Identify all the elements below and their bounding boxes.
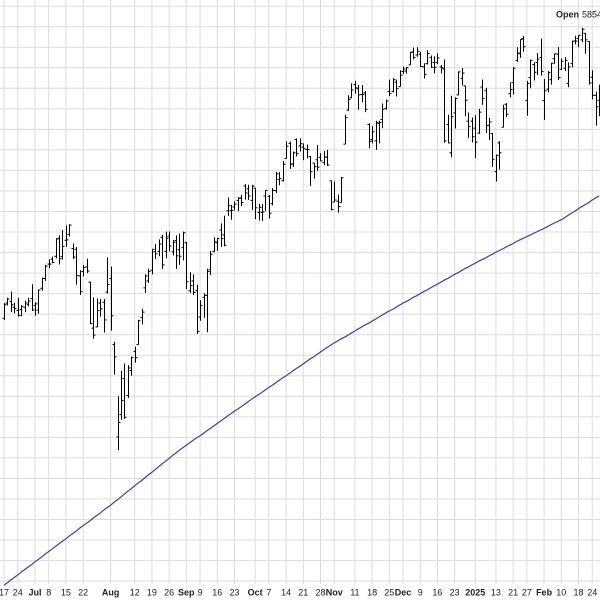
x-tick-label: 18 xyxy=(573,587,583,597)
x-tick-label: 11 xyxy=(350,587,359,597)
x-tick-label: 24 xyxy=(587,587,597,597)
x-tick-label: 27 xyxy=(522,587,532,597)
annotation-label: Open xyxy=(556,9,579,19)
x-tick-label: 13 xyxy=(491,587,501,597)
x-tick-label: 7 xyxy=(266,587,271,597)
grid xyxy=(0,0,600,584)
x-tick-label: 9 xyxy=(198,587,203,597)
x-tick-label: 19 xyxy=(147,587,157,597)
x-tick-label: 25 xyxy=(384,587,394,597)
x-tick-label: 12 xyxy=(130,587,140,597)
x-tick-label: Feb xyxy=(536,587,553,597)
marks xyxy=(2,27,600,586)
x-tick-label: 10 xyxy=(556,587,566,597)
x-tick-label: 18 xyxy=(367,587,377,597)
x-tick-label: Aug xyxy=(102,587,120,597)
x-tick-label: 21 xyxy=(298,587,308,597)
x-tick-label: Sep xyxy=(178,587,195,597)
x-tick-label: Nov xyxy=(326,587,343,597)
x-tick-label: Dec xyxy=(395,587,412,597)
x-tick-label: 23 xyxy=(229,587,239,597)
moving-average-line xyxy=(3,195,600,586)
x-tick-label: 17 xyxy=(0,587,9,597)
x-tick-label: 2025 xyxy=(465,587,485,597)
x-tick-label: 14 xyxy=(281,587,291,597)
x-tick-label: 8 xyxy=(46,587,51,597)
x-tick-label: 28 xyxy=(315,587,325,597)
x-tick-label: 15 xyxy=(61,587,71,597)
x-tick-label: 24 xyxy=(13,587,23,597)
x-tick-label: 16 xyxy=(212,587,222,597)
x-tick-label: 26 xyxy=(164,587,174,597)
x-tick-label: 21 xyxy=(508,587,518,597)
x-tick-label: 22 xyxy=(78,587,88,597)
x-tick-label: 9 xyxy=(418,587,423,597)
annotation-value: 5854 xyxy=(582,9,600,19)
x-tick-label: Oct xyxy=(248,587,263,597)
x-tick-label: 16 xyxy=(432,587,442,597)
x-tick-label: 23 xyxy=(450,587,460,597)
x-tick-label: Jul xyxy=(28,587,41,597)
